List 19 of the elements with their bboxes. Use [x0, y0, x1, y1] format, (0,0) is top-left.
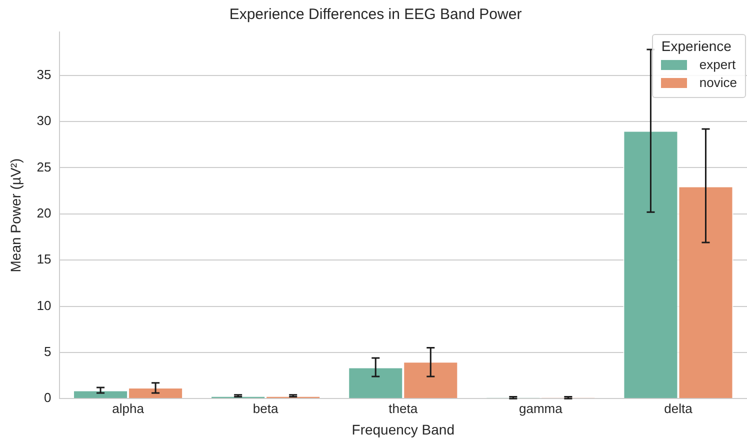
x-tick-label: gamma [519, 400, 564, 416]
legend-label: expert [699, 57, 736, 72]
x-axis-title: Frequency Band [352, 421, 454, 438]
x-tick-label: delta [664, 400, 694, 416]
x-tick-label: beta [252, 400, 279, 416]
y-tick-label: 15 [36, 252, 52, 267]
x-tick-label: alpha [112, 400, 145, 416]
chart-title: Experience Differences in EEG Band Power [229, 6, 522, 24]
y-tick-label: 0 [44, 390, 52, 406]
y-tick-label: 30 [36, 113, 52, 128]
legend-label: novice [699, 75, 737, 90]
legend-title: Experience [661, 38, 732, 54]
x-tick-label: theta [388, 400, 418, 416]
y-tick-label: 25 [36, 159, 52, 174]
y-axis-title: Mean Power (µV²) [7, 158, 24, 272]
y-tick-label: 5 [44, 344, 52, 360]
y-tick-label: 20 [36, 205, 52, 220]
y-tick-label: 35 [36, 66, 52, 82]
y-tick-label: 10 [36, 298, 52, 313]
